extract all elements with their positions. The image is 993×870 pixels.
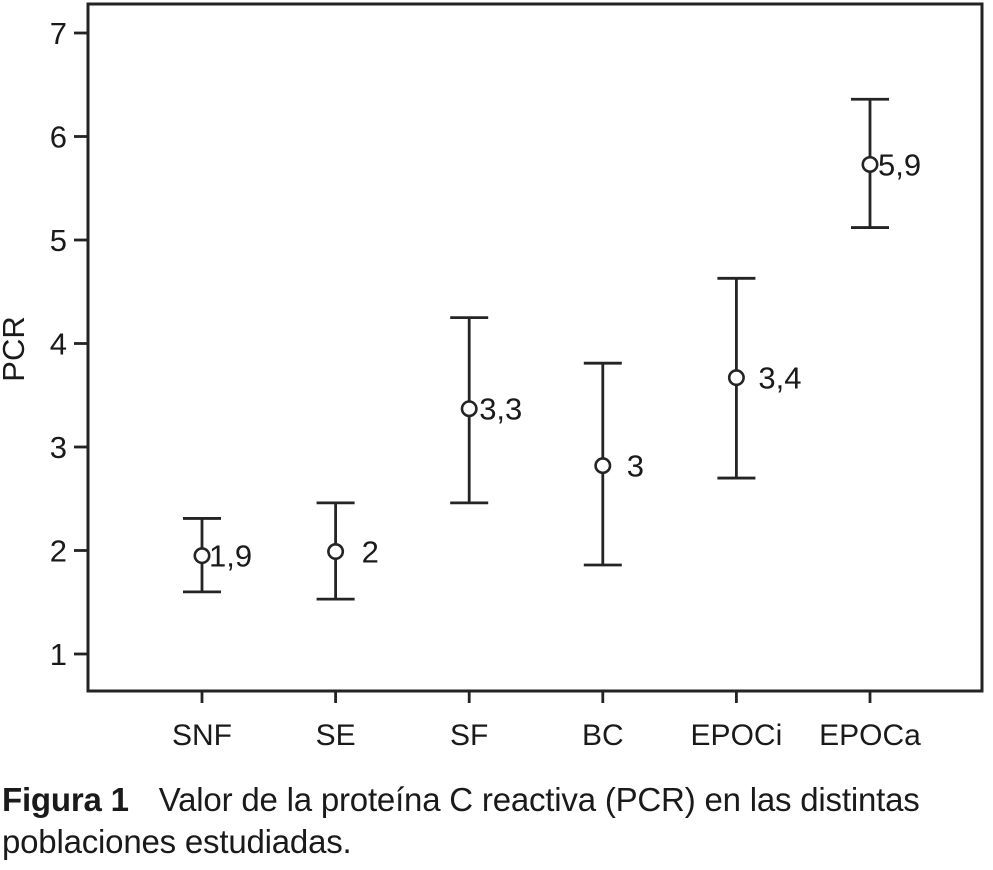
figure-caption: Figura 1 Valor de la proteína C reactiva … — [2, 779, 993, 863]
point-value-label: 3,3 — [479, 392, 522, 427]
x-axis-category-label: SF — [450, 719, 488, 752]
x-axis-category-label: SE — [316, 719, 356, 752]
error-bar-SF: 3,3 — [450, 316, 522, 505]
figure-caption-number: Figura 1 — [2, 781, 129, 818]
pcr-error-bar-chart: 1 2 3 4 5 6 7 PCR SNF SE SF BC EPOCi EPOCa 1,9 2 3,3 3 3,4… — [0, 2, 984, 752]
point-value-label: 3,4 — [758, 361, 801, 396]
error-bar-EPOCi: 3,4 — [717, 276, 802, 480]
mean-marker — [193, 547, 211, 565]
mean-marker — [727, 369, 745, 387]
error-bar-EPOCa: 5,9 — [851, 97, 921, 229]
error-bar-SE: 2 — [316, 501, 379, 601]
mean-marker — [861, 155, 879, 173]
error-bar-SNF: 1,9 — [183, 517, 252, 594]
x-axis-category-label: BC — [582, 719, 624, 752]
y-axis-label: PCR — [0, 316, 31, 381]
y-axis-tick-label: 6 — [50, 120, 67, 155]
x-axis-category-label: SNF — [172, 719, 232, 752]
y-axis-tick-label: 7 — [50, 16, 67, 51]
y-axis-tick-label: 1 — [50, 637, 67, 672]
point-value-label: 1,9 — [209, 539, 252, 574]
point-value-label: 3 — [627, 449, 644, 484]
y-axis-tick-label: 5 — [50, 223, 67, 258]
y-axis-tick-label: 2 — [50, 534, 67, 569]
point-value-label: 2 — [362, 535, 379, 570]
mean-marker — [327, 543, 345, 561]
x-axis-category-label: EPOCa — [819, 719, 921, 752]
error-bar-BC: 3 — [583, 361, 644, 567]
mean-marker — [594, 457, 612, 475]
point-value-label: 5,9 — [878, 147, 921, 182]
y-axis-tick-label: 4 — [50, 327, 67, 362]
figure-caption-text-line2: poblaciones estudiadas. — [2, 823, 352, 860]
mean-marker — [460, 400, 478, 418]
y-axis-tick-label: 3 — [50, 430, 67, 465]
figure-caption-text-line1: Valor de la proteína C reactiva (PCR) en… — [158, 781, 920, 818]
x-axis-category-label: EPOCi — [691, 719, 783, 752]
plot-frame — [86, 2, 984, 693]
